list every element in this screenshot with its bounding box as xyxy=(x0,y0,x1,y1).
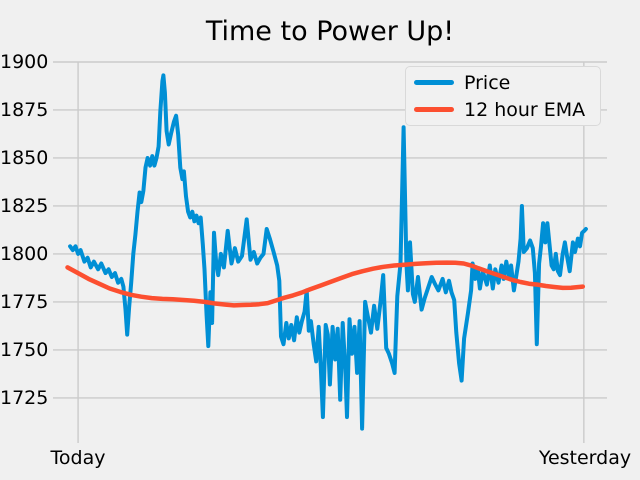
legend-swatch-ema-line xyxy=(414,107,454,112)
y-tick-label: 1725 xyxy=(0,386,49,409)
y-tick-label: 1850 xyxy=(0,146,49,169)
chart-title: Time to Power Up! xyxy=(205,16,455,47)
legend-item-ema: 12 hour EMA xyxy=(406,98,600,121)
x-tick-label-today: Today xyxy=(50,447,106,469)
legend-label-ema: 12 hour EMA xyxy=(464,98,586,121)
y-tick-label: 1825 xyxy=(0,194,49,217)
y-tick-label: 1800 xyxy=(0,242,49,265)
y-tick-label: 1750 xyxy=(0,338,49,361)
y-tick-label: 1775 xyxy=(0,290,49,313)
legend-label-price: Price xyxy=(464,71,511,94)
x-tick-label-yesterday: Yesterday xyxy=(538,447,632,469)
legend-swatch-price-line xyxy=(414,80,454,85)
ema-line xyxy=(65,260,586,308)
y-tick-label: 1900 xyxy=(0,51,49,73)
y-tick-label: 1875 xyxy=(0,98,49,121)
price-line xyxy=(68,73,588,431)
legend-item-price: Price xyxy=(406,71,600,94)
legend: Price 12 hour EMA xyxy=(405,66,601,126)
